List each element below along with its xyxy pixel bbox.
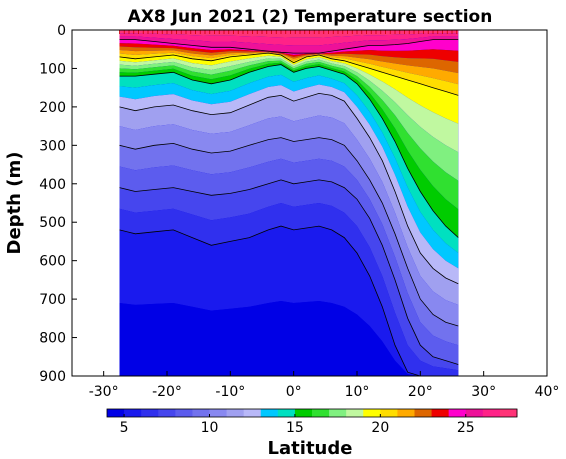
temperature-band: [119, 74, 459, 269]
colorbar: [106, 408, 518, 418]
colorbar-segment: [431, 409, 450, 417]
station-markers: [119, 30, 458, 34]
y-axis-label: Depth (m): [4, 152, 25, 255]
isotherm-20: [119, 52, 459, 96]
x-tick-label: -10°: [215, 384, 245, 400]
colorbar-segment: [312, 409, 330, 417]
colorbar-segment: [499, 409, 518, 417]
x-tick-label: 30°: [471, 384, 496, 400]
temperature-band: [119, 36, 459, 54]
isotherm-25: [119, 39, 459, 54]
colorbar-segment: [346, 409, 364, 417]
colorbar-segment: [465, 409, 484, 417]
colorbar-tick-label: 25: [457, 420, 475, 436]
y-tick-label: 400: [39, 177, 66, 193]
temperature-band: [119, 203, 459, 376]
colorbar-segment: [209, 409, 228, 417]
y-tick-label: 600: [39, 254, 66, 270]
x-tick-label: -30°: [89, 384, 119, 400]
temperature-band: [119, 226, 459, 376]
isotherm-10: [119, 137, 459, 327]
y-tick-label: 0: [57, 23, 66, 39]
isotherm-15: [119, 64, 459, 238]
temperature-band: [119, 55, 459, 153]
temperature-band: [119, 84, 459, 284]
colorbar-segment: [175, 409, 193, 417]
colorbar-segment: [448, 409, 467, 417]
temperature-band: [119, 53, 459, 124]
colorbar-tick-label: 5: [120, 420, 129, 436]
temperature-band: [119, 33, 459, 46]
colorbar-segment: [294, 409, 313, 417]
colorbar-ticks: 5 10 15 20 25: [120, 414, 475, 436]
y-tick-label: 800: [39, 331, 66, 347]
colorbar-segment: [192, 409, 210, 417]
x-tick-label: 40°: [535, 384, 560, 400]
temperature-band: [119, 50, 459, 85]
colorbar-segment: [482, 409, 501, 417]
colorbar-tick-label: 15: [286, 420, 304, 436]
temperature-fill-layer: [119, 30, 459, 376]
y-tick-label: 900: [39, 369, 66, 385]
temperature-band: [119, 30, 459, 38]
x-axis-ticks: -30° -20° -10° 0° 10° 20° 30° 40°: [89, 371, 560, 400]
colorbar-segment: [277, 409, 296, 417]
isotherm-6: [119, 225, 459, 376]
colorbar-segment: [141, 409, 159, 417]
y-tick-label: 700: [39, 292, 66, 308]
colorbar-segment: [124, 409, 142, 417]
isotherm-12: [119, 92, 459, 285]
chart-title: AX8 Jun 2021 (2) Temperature section: [128, 7, 493, 27]
colorbar-tick-label: 10: [201, 420, 219, 436]
temperature-band: [119, 93, 459, 305]
colorbar-segment: [397, 409, 415, 417]
colorbar-segment: [329, 409, 347, 417]
temperature-band: [119, 158, 459, 365]
x-tick-label: 0°: [286, 384, 302, 400]
colorbar-segment: [107, 409, 125, 417]
y-axis-ticks: 0 100 200 300 400 500 600 700 800 900: [39, 23, 77, 385]
y-tick-label: 100: [39, 61, 66, 77]
colorbar-segment: [158, 409, 176, 417]
x-tick-label: 20°: [408, 384, 433, 400]
y-tick-label: 300: [39, 138, 66, 154]
isotherm-contours: [119, 39, 459, 376]
colorbar-segment: [380, 409, 398, 417]
temperature-band: [119, 60, 459, 210]
y-tick-label: 200: [39, 100, 66, 116]
colorbar-segment: [226, 409, 245, 417]
x-axis-label: Latitude: [268, 438, 353, 459]
x-tick-label: -20°: [152, 384, 182, 400]
y-tick-label: 500: [39, 215, 66, 231]
x-tick-label: 10°: [345, 384, 370, 400]
colorbar-frame: [106, 408, 518, 418]
temperature-band: [119, 43, 459, 62]
isotherm-8: [119, 179, 459, 365]
colorbar-segment: [414, 409, 433, 417]
colorbar-segment: [260, 409, 279, 417]
colorbar-segment: [363, 409, 381, 417]
colorbar-tick-label: 20: [371, 420, 389, 436]
temperature-band: [119, 137, 459, 346]
temperature-band: [119, 64, 459, 253]
temperature-band: [119, 46, 459, 74]
colorbar-segment: [243, 409, 262, 417]
temperature-band: [119, 58, 459, 181]
temperature-band: [119, 115, 459, 326]
temperature-band: [119, 301, 459, 376]
